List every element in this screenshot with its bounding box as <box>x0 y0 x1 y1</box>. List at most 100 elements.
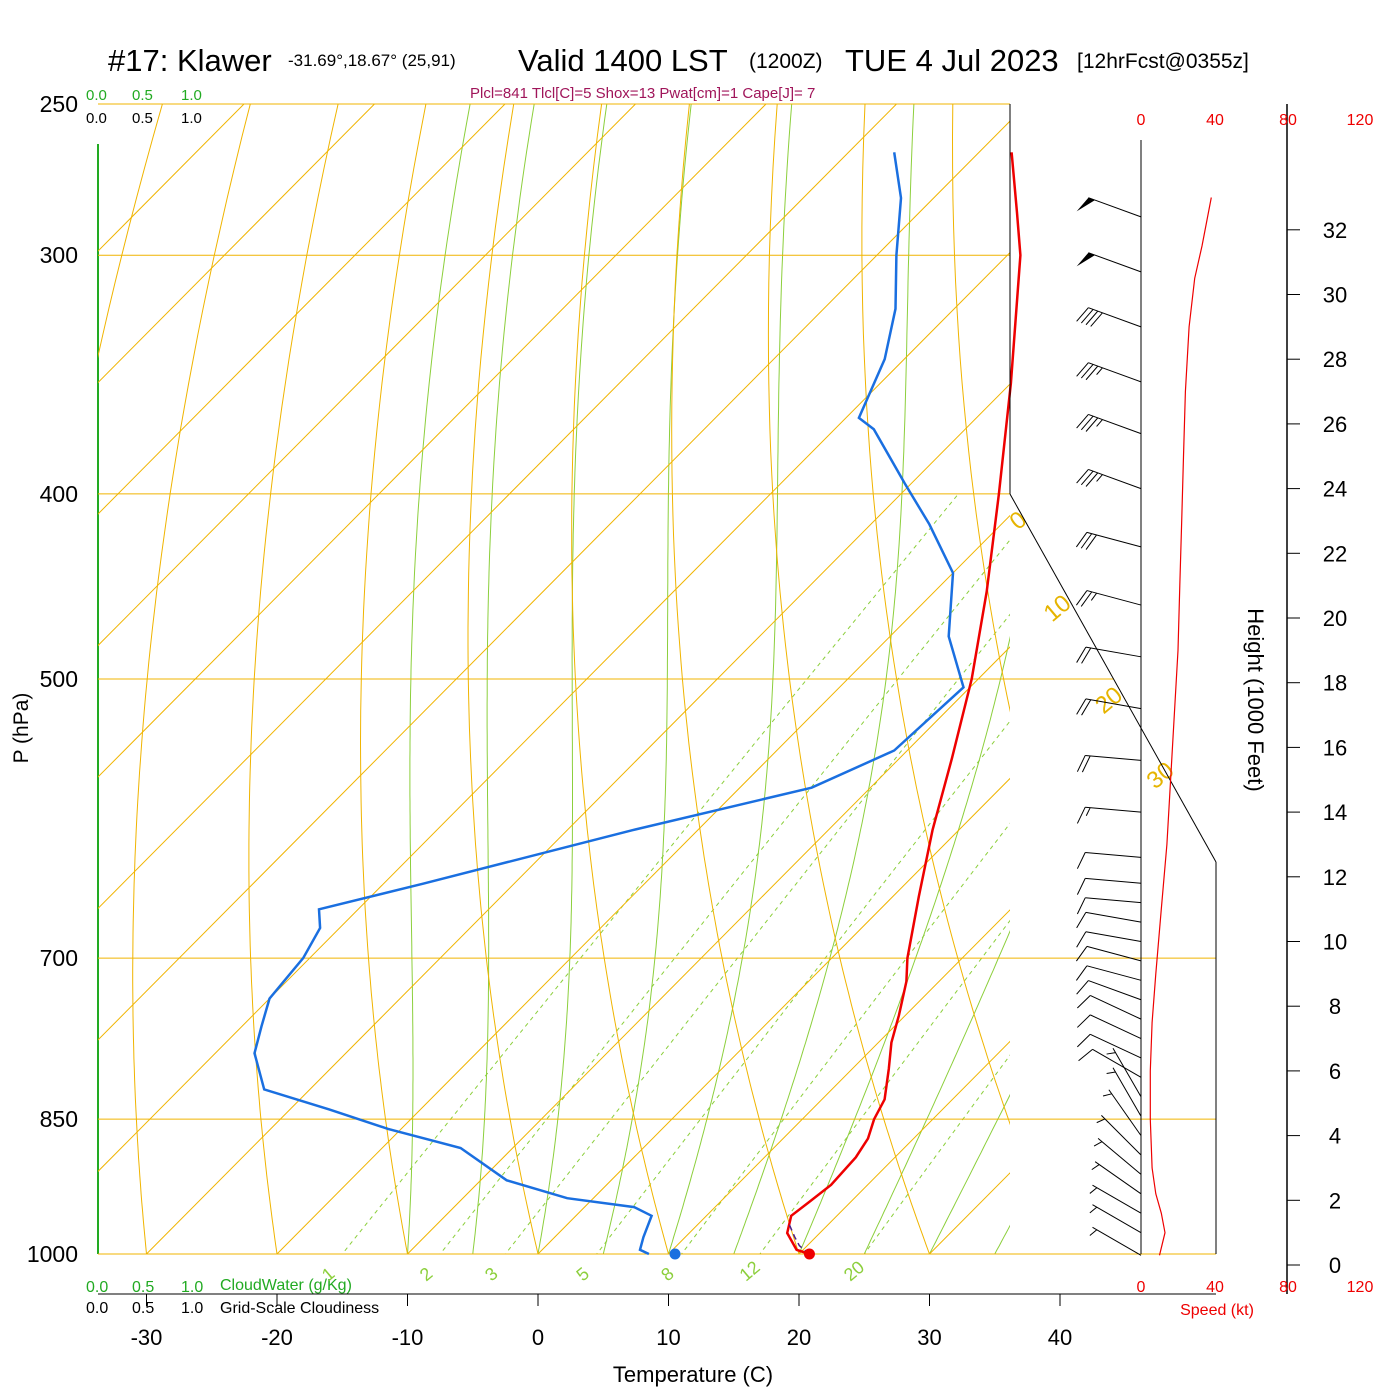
barb-half <box>1091 1164 1100 1171</box>
barb-staff <box>1088 197 1142 218</box>
barb-full <box>1081 699 1092 716</box>
temperature-profile <box>785 152 1022 1256</box>
barb-half <box>1085 807 1091 816</box>
wind-barb <box>1093 1138 1142 1175</box>
wind-barb <box>1089 1204 1142 1234</box>
height-tick-label: 20 <box>1323 606 1347 631</box>
barb-full <box>1085 417 1099 432</box>
barb-full <box>1075 946 1088 962</box>
wind-barb <box>1076 646 1142 664</box>
height-tick-label: 2 <box>1329 1188 1341 1213</box>
cloudiness-tick-bottom: 1.0 <box>181 1300 203 1317</box>
moist-adiabat <box>537 104 608 1254</box>
barb-staff <box>1094 1161 1142 1195</box>
speed-tick-top: 80 <box>1279 112 1297 129</box>
barb-full <box>1075 965 1088 981</box>
sounding-parameters: Plcl=841 Tlcl[C]=5 Shox=13 Pwat[cm]=1 Ca… <box>470 85 815 102</box>
x-axis-ticks: -30 -20 -10 0 10 20 30 40 <box>131 1294 1072 1350</box>
height-axis-title: Height (1000 Feet) <box>1243 608 1268 791</box>
barb-half <box>1089 1187 1098 1194</box>
cloudwater-tick-bottom: 0.5 <box>132 1279 154 1296</box>
wind-barb <box>1102 1089 1142 1136</box>
barb-staff <box>1108 1089 1142 1136</box>
mixing-ratio-label: 8 <box>657 1263 678 1285</box>
wind-barb <box>1076 877 1142 895</box>
barb-full <box>1081 647 1092 664</box>
barb-full <box>1077 995 1091 1009</box>
plot-frame-diagonal <box>1009 493 1217 863</box>
speed-tick-bottom: 40 <box>1206 1279 1224 1296</box>
cloudwater-tick-top: 0.5 <box>132 87 153 104</box>
moist-adiabat <box>733 104 915 1254</box>
barb-flag <box>1076 252 1095 267</box>
pressure-tick-label: 400 <box>40 481 78 507</box>
dry-adiabat <box>132 104 251 1254</box>
isotherm-label-upper: 10 <box>1039 590 1077 628</box>
wind-barb <box>1076 897 1142 915</box>
valid-time: Valid 1400 LST <box>518 43 728 78</box>
dry-adiabat <box>98 104 163 359</box>
barb-half <box>1096 419 1103 427</box>
isobars <box>98 103 1216 1255</box>
moist-adiabat <box>863 930 1010 1254</box>
wind-barb <box>1076 197 1142 218</box>
height-tick-label: 8 <box>1329 994 1341 1019</box>
pressure-tick-label: 850 <box>40 1106 78 1132</box>
barb-staff <box>1112 1067 1142 1117</box>
barb-full <box>1080 415 1094 431</box>
moist-adiabat <box>406 104 471 1254</box>
dry-adiabats <box>98 70 1400 1294</box>
axes <box>98 104 1288 1295</box>
height-tick-label: 12 <box>1323 865 1347 890</box>
barb-full <box>1076 307 1089 322</box>
barb-staff <box>1086 945 1142 962</box>
height-tick-label: 22 <box>1323 541 1347 566</box>
mixing-ratio-line <box>596 720 1010 1254</box>
barb-staff <box>1112 1048 1142 1098</box>
barb-staff <box>1088 252 1142 273</box>
cloudiness-tick-top: 0.0 <box>86 110 107 127</box>
isotherm-line <box>1191 104 1400 1254</box>
barb-staff <box>1085 897 1142 904</box>
wind-barb <box>1078 1048 1142 1078</box>
barb-staff <box>1085 877 1142 884</box>
barb-staff <box>1097 1138 1142 1175</box>
barb-staff <box>1088 980 1142 1001</box>
barb-staff <box>1090 995 1142 1020</box>
station-coords: -31.69°,18.67° (25,91) <box>288 51 456 70</box>
pressure-tick-label: 1000 <box>27 1241 78 1267</box>
barb-full <box>1076 807 1086 824</box>
barb-full <box>1077 1033 1091 1048</box>
mixing-ratio-line <box>439 539 1010 1254</box>
barb-half <box>1089 1206 1098 1214</box>
barb-staff <box>1085 911 1142 923</box>
wind-barb <box>1076 252 1142 273</box>
wind-barb <box>1076 698 1142 716</box>
height-tick-label: 16 <box>1323 735 1347 760</box>
height-tick-label: 10 <box>1323 930 1347 955</box>
cloudiness-tick-bottom: 0.5 <box>132 1300 154 1317</box>
barb-full <box>1078 1048 1093 1062</box>
wind-barb <box>1106 1067 1142 1117</box>
mixing-ratio-line <box>759 919 1010 1254</box>
barb-full <box>1090 312 1103 327</box>
barb-staff <box>1085 754 1142 761</box>
isotherm-line <box>798 1040 1010 1254</box>
speed-axis-label: Speed (kt) <box>1180 1302 1254 1319</box>
wind-barb <box>1075 945 1142 962</box>
wind-panel: 0 40 80 120 0 40 80 120 Speed (kt) <box>1137 112 1374 1319</box>
cloudiness-tick-top: 1.0 <box>181 110 202 127</box>
barb-staff <box>1085 646 1142 658</box>
zulu-time: (1200Z) <box>749 50 823 73</box>
x-tick-label: 40 <box>1048 1325 1072 1350</box>
pressure-tick-label: 250 <box>40 91 78 117</box>
barb-half <box>1090 592 1097 601</box>
speed-tick-bottom: 120 <box>1347 1279 1374 1296</box>
dry-adiabat <box>1388 70 1400 1294</box>
barb-full <box>1085 534 1097 550</box>
barb-full <box>1076 912 1087 929</box>
barb-full <box>1075 590 1088 606</box>
y-axis-title: P (hPa) <box>10 693 33 764</box>
